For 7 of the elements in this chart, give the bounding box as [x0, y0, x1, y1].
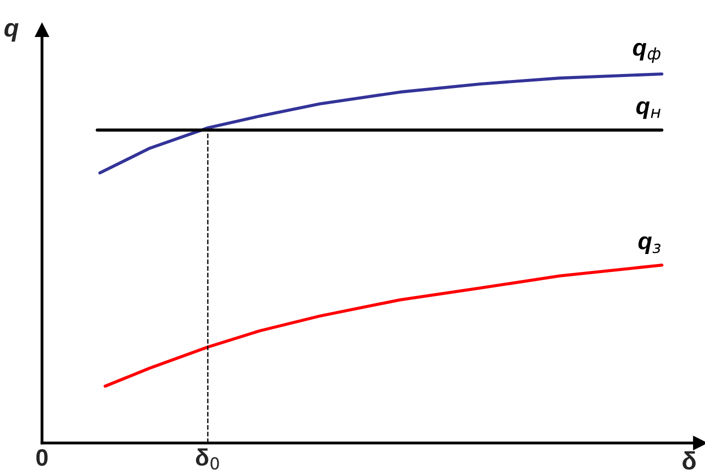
- x-tick-label: 0: [36, 449, 48, 466]
- x-tick-label: δ$_{0}$: [196, 448, 219, 470]
- series-label: q$_{н}$: [636, 101, 660, 119]
- y-axis-title: q: [4, 23, 19, 42]
- series-label: q$_{з}$: [638, 236, 660, 254]
- series-label: q$_{ф}$: [633, 42, 660, 63]
- x-axis-title: δ: [682, 451, 696, 470]
